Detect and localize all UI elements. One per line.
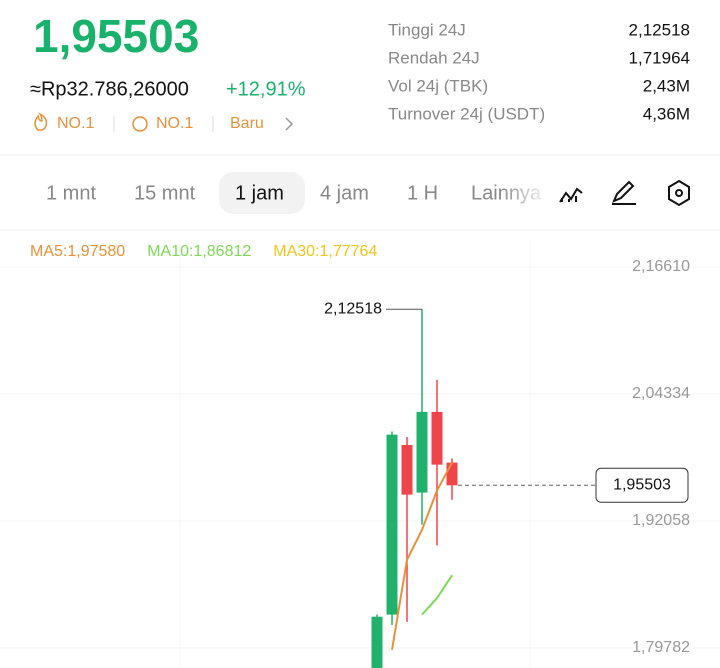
tab-fade <box>500 172 550 214</box>
candle-body <box>386 434 398 615</box>
price: 1,95503 <box>33 10 199 62</box>
fire-icon <box>34 112 48 131</box>
candle-body <box>446 462 458 486</box>
ma-line <box>391 462 453 650</box>
tab[interactable]: 15 mnt <box>134 182 196 204</box>
stat-label: Rendah 24J <box>388 48 480 67</box>
candle-body <box>401 444 413 495</box>
last-price-label: 1,95503 <box>613 477 671 494</box>
tab-active-bg <box>219 172 305 214</box>
stat-value: 2,43M <box>643 76 690 95</box>
y-tick-label: 1,92058 <box>632 512 690 529</box>
tab[interactable]: 4 jam <box>320 182 369 204</box>
fiat-price: ≈Rp32.786,26000 <box>30 78 189 100</box>
stat-value: 2,12518 <box>629 20 690 39</box>
ma-legend: MA30:1,77764 <box>273 243 377 260</box>
settings-icon-dot <box>675 189 683 197</box>
n-icon <box>132 116 148 132</box>
candle-body <box>371 616 383 668</box>
y-tick-label: 2,04334 <box>632 385 690 402</box>
stat-label: Tinggi 24J <box>388 20 466 39</box>
last-price-box <box>595 467 689 503</box>
tab[interactable]: 1 mnt <box>46 182 96 204</box>
y-tick-label: 2,16610 <box>632 258 690 275</box>
toolbar-icons <box>559 179 690 207</box>
tab[interactable]: 1 H <box>407 182 438 204</box>
stat-label: Vol 24j (TBK) <box>388 76 488 95</box>
badge[interactable]: Baru <box>230 115 264 132</box>
candle-body <box>416 411 428 493</box>
chevron <box>285 117 294 131</box>
badge[interactable]: NO.1 <box>156 115 193 132</box>
draw-icon[interactable] <box>612 180 636 205</box>
stat-label: Turnover 24j (USDT) <box>388 104 545 123</box>
plot <box>371 309 458 668</box>
settings-icon[interactable] <box>668 179 690 207</box>
ma-legend: MA10:1,86812 <box>147 243 251 260</box>
ma-legend: MA5:1,97580 <box>30 243 125 260</box>
badge[interactable]: NO.1 <box>57 115 94 132</box>
change: +12,91% <box>226 78 306 100</box>
candle-body <box>431 411 443 465</box>
stat-value: 4,36M <box>643 104 690 123</box>
ma-line <box>421 574 453 616</box>
stat-value: 1,71964 <box>629 48 690 67</box>
y-tick-label: 1,79782 <box>632 639 690 656</box>
indicator-icon[interactable] <box>559 187 583 203</box>
tab[interactable]: 1 jam <box>235 182 284 204</box>
high-marker-label: 2,12518 <box>324 301 382 318</box>
